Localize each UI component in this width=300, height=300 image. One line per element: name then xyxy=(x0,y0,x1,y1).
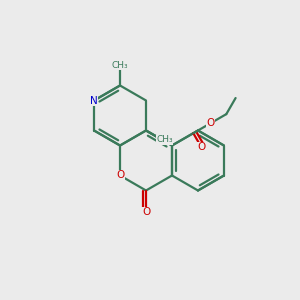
Text: CH₃: CH₃ xyxy=(156,135,173,144)
Text: CH₃: CH₃ xyxy=(112,61,128,70)
Text: O: O xyxy=(197,142,206,152)
Text: O: O xyxy=(142,207,150,217)
Text: O: O xyxy=(206,118,214,128)
Text: O: O xyxy=(116,170,124,181)
Text: N: N xyxy=(90,95,98,106)
